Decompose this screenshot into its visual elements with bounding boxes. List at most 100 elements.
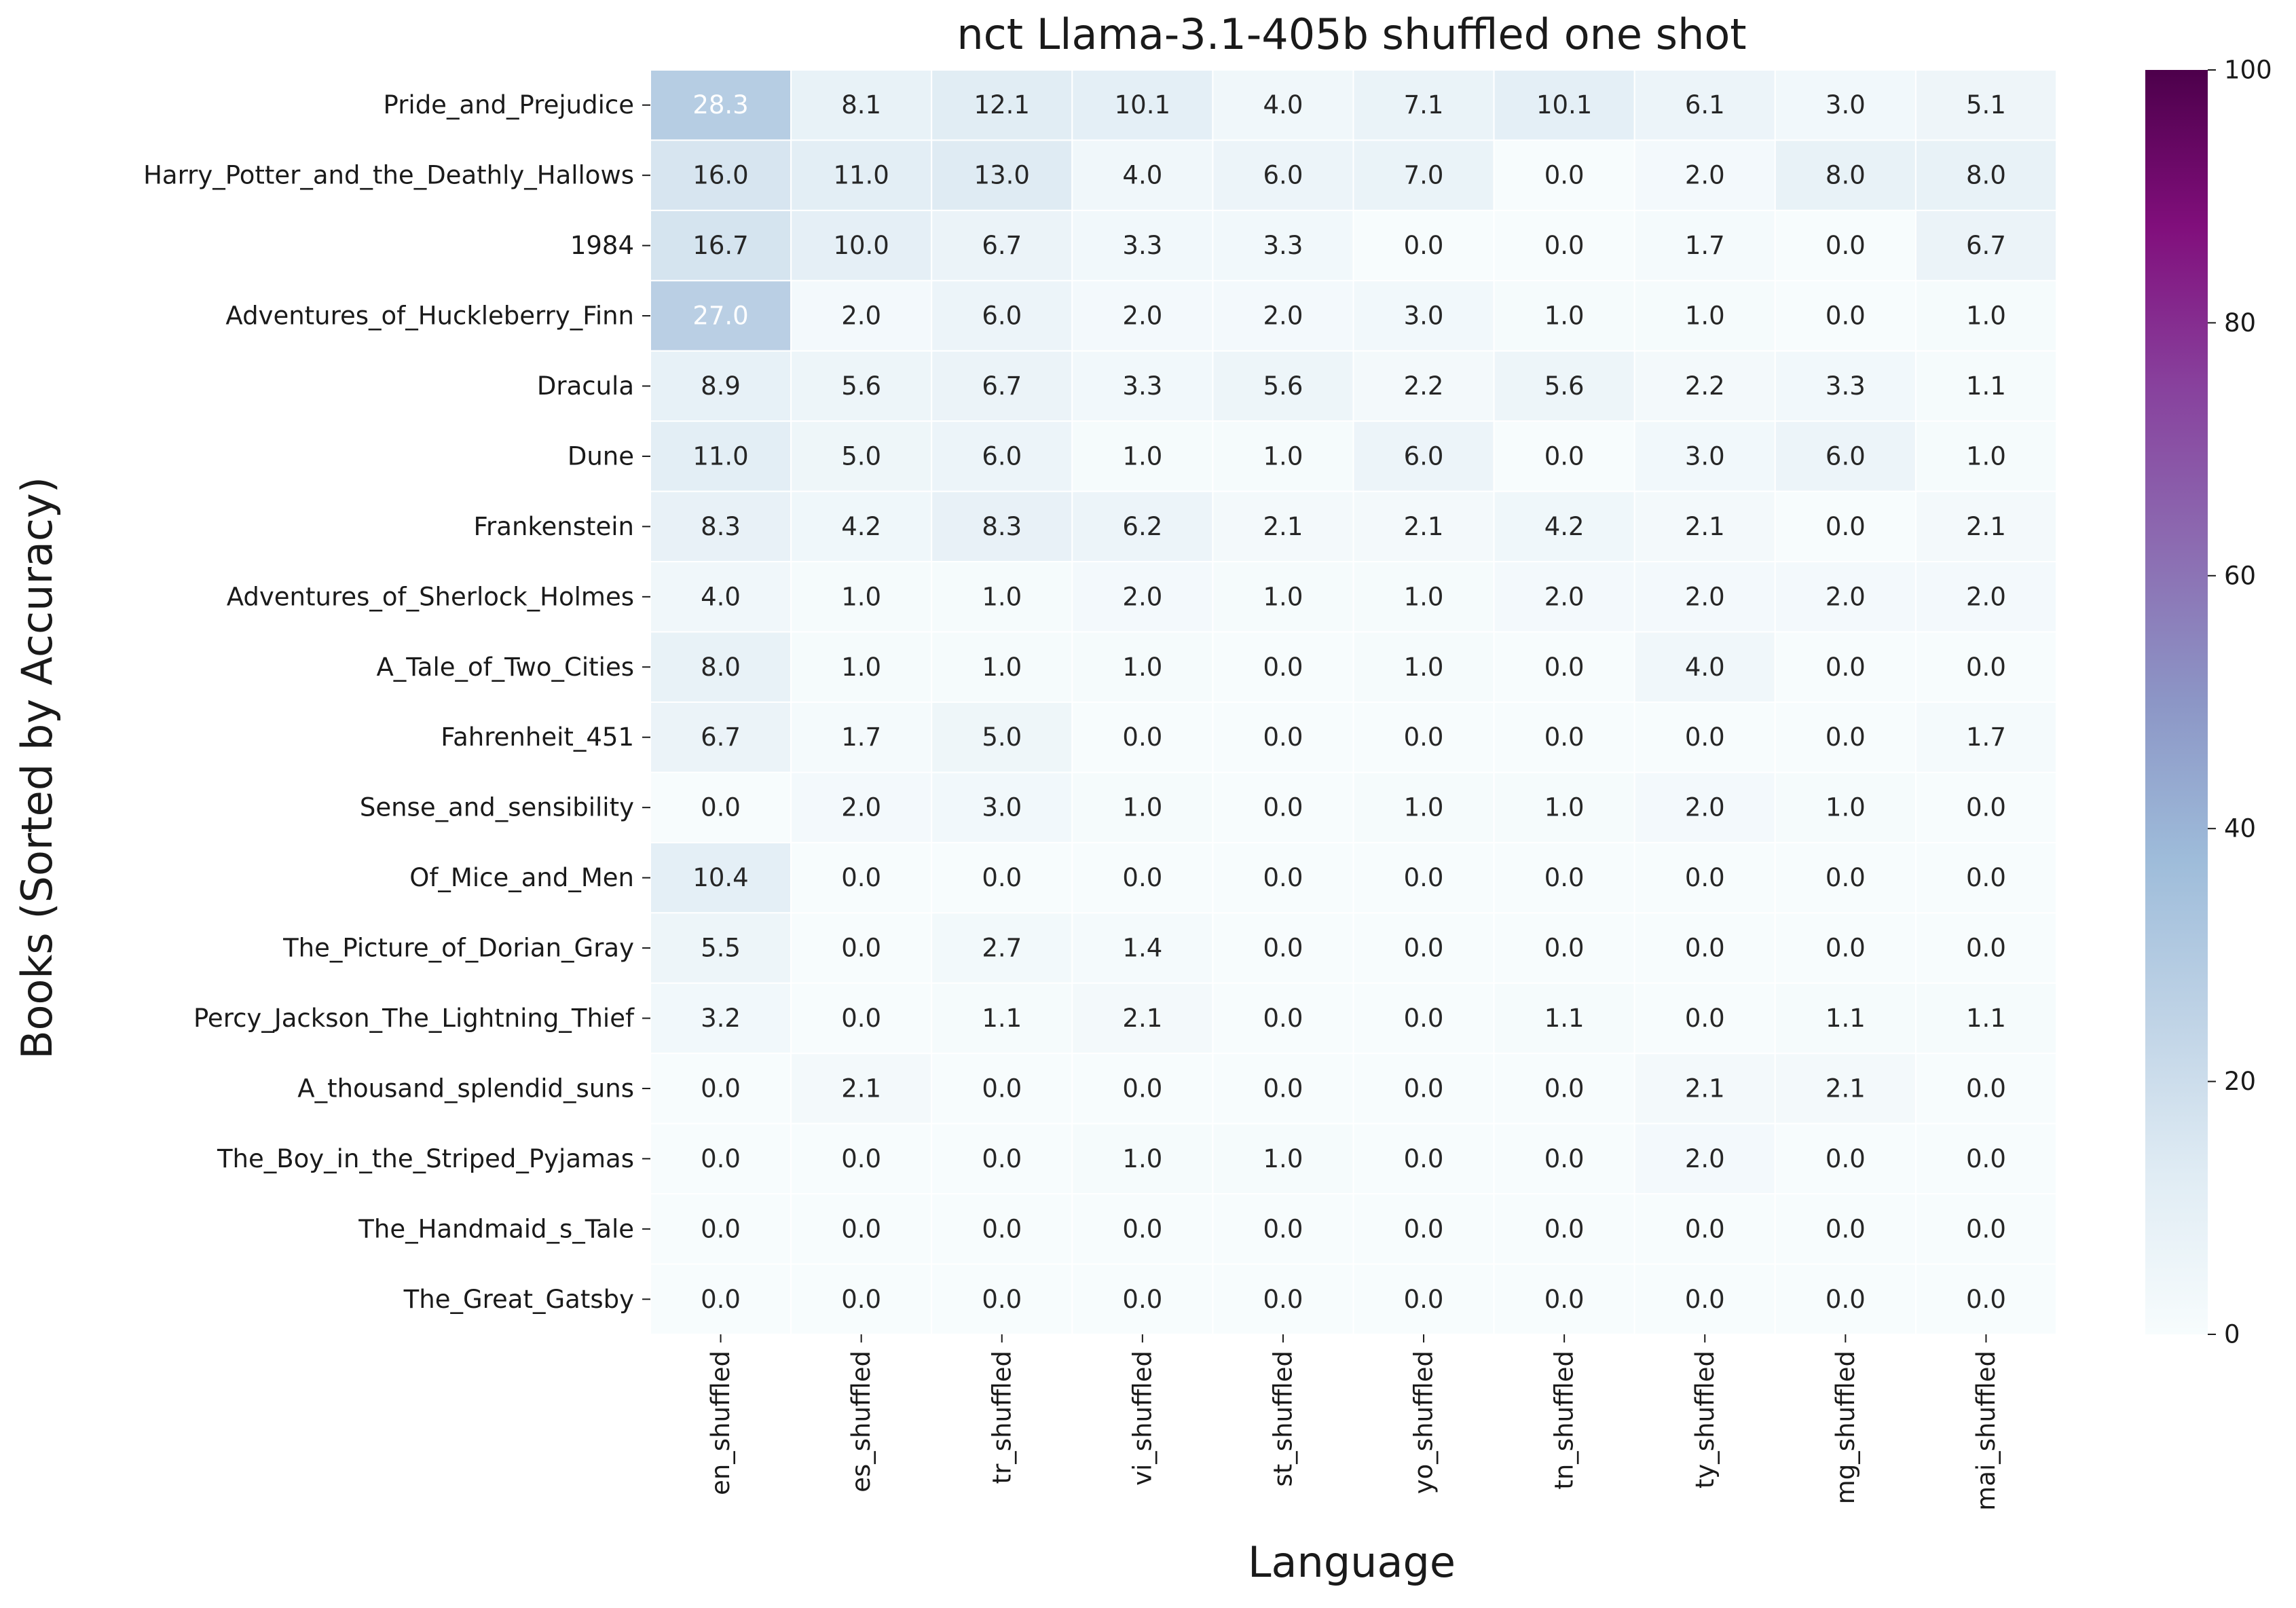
heatmap-cell (790, 771, 933, 843)
cell-value-label: 1.4 (1122, 934, 1162, 963)
heatmap-cell (1633, 69, 1776, 141)
heatmap-cell (1633, 490, 1776, 563)
cell-value-label: 0.0 (1263, 863, 1303, 892)
cell-value-label: 2.2 (1685, 371, 1725, 401)
cell-value-label: 1.7 (841, 723, 881, 752)
heatmap-cell (1774, 280, 1917, 352)
heatmap-cell (1071, 982, 1214, 1055)
cell-value-label: 1.0 (1966, 441, 2006, 471)
cell-value-label: 1.0 (1263, 582, 1303, 611)
heatmap-cell (1633, 139, 1776, 211)
heatmap-cell (1212, 420, 1354, 492)
x-axis-label: Language (1248, 1537, 1456, 1587)
cell-value-label: 0.0 (1544, 161, 1585, 190)
cell-value-label: 0.0 (1122, 1285, 1162, 1314)
cell-value-label: 2.0 (1685, 793, 1725, 822)
heatmap-cell (931, 1053, 1073, 1125)
cell-value-label: 12.1 (974, 90, 1030, 120)
heatmap-cell (1212, 280, 1354, 352)
heatmap-cell (1633, 771, 1776, 843)
cell-value-label: 3.0 (1826, 90, 1866, 120)
y-axis-tick-labels: Pride_and_Prejudice Harry_Potter_and_the_… (143, 90, 650, 1314)
cell-value-label: 0.0 (1685, 1004, 1725, 1033)
heatmap-cell (1212, 771, 1354, 843)
cell-value-label: 1.0 (1404, 582, 1444, 611)
heatmap-cell (1633, 982, 1776, 1055)
cell-value-label: 6.2 (1122, 512, 1162, 541)
heatmap-cell (1212, 631, 1354, 703)
cell-value-label: 27.0 (692, 302, 748, 331)
x-tick-label: yo_shuffled (1409, 1351, 1439, 1494)
cell-value-label: 8.0 (1966, 161, 2006, 190)
heatmap-cell (1633, 209, 1776, 282)
heatmap-cell (1352, 139, 1495, 211)
cell-value-label: 0.0 (1544, 934, 1585, 963)
cell-value-label: 1.1 (982, 1004, 1022, 1033)
x-tick-label: ty_shuffled (1690, 1351, 1720, 1488)
heatmap-cell (790, 912, 933, 984)
heatmap-cell (1914, 1053, 2057, 1125)
cell-value-label: 0.0 (1685, 1214, 1725, 1243)
cell-value-label: 1.1 (1966, 371, 2006, 401)
cell-value-label: 1.0 (1404, 653, 1444, 682)
y-tick-label: Fahrenheit_451 (441, 723, 634, 752)
cell-value-label: 6.0 (1826, 441, 1866, 471)
cell-value-label: 1.0 (1966, 302, 2006, 331)
cell-value-label: 3.0 (1404, 302, 1444, 331)
heatmap-cell (931, 631, 1073, 703)
cell-value-label: 0.0 (1826, 1144, 1866, 1173)
heatmap-cell (1774, 350, 1917, 422)
cell-value-label: 0.0 (1404, 1074, 1444, 1103)
cell-value-label: 2.0 (1826, 582, 1866, 611)
cell-value-label: 0.0 (1966, 653, 2006, 682)
cell-value-label: 0.0 (1263, 793, 1303, 822)
cell-value-label: 2.7 (982, 934, 1022, 963)
cell-value-label: 3.0 (982, 793, 1022, 822)
cell-value-label: 1.1 (1826, 1004, 1866, 1033)
heatmap-cell (1352, 280, 1495, 352)
colorbar-tick-label: 40 (2224, 814, 2256, 843)
y-tick-label: 1984 (570, 231, 634, 260)
heatmap-cell (1071, 631, 1214, 703)
cell-value-label: 0.0 (1544, 231, 1585, 260)
cell-value-label: 10.0 (833, 231, 889, 260)
cell-value-label: 8.0 (1826, 161, 1866, 190)
heatmap-cell (1493, 209, 1635, 282)
cell-value-label: 4.2 (841, 512, 881, 541)
y-tick-label: The_Great_Gatsby (403, 1285, 634, 1314)
heatmap-cell (1774, 982, 1917, 1055)
cell-value-label: 2.0 (1685, 1144, 1725, 1173)
heatmap-cell (1493, 1193, 1635, 1265)
cell-value-label: 1.1 (1966, 1004, 2006, 1033)
heatmap-cell (790, 350, 933, 422)
heatmap-cell (931, 420, 1073, 492)
colorbar-ticks: 0 20 40 60 80 100 (2208, 56, 2272, 1349)
cell-value-label: 6.0 (1404, 441, 1444, 471)
y-tick-label: Dune (568, 441, 634, 471)
chart-title: nct Llama-3.1-405b shuffled one shot (957, 10, 1746, 59)
heatmap-cell (650, 1193, 792, 1265)
colorbar-tick-label: 60 (2224, 561, 2256, 590)
heatmap-cell (1352, 701, 1495, 773)
cell-value-label: 1.0 (982, 653, 1022, 682)
cell-value-label: 0.0 (1122, 863, 1162, 892)
cell-value-label: 0.0 (1404, 231, 1444, 260)
cell-value-label: 0.0 (1263, 1074, 1303, 1103)
heatmap-cells (650, 69, 2057, 1335)
heatmap-cell (1774, 841, 1917, 914)
heatmap-cell (1774, 139, 1917, 211)
cell-value-label: 4.2 (1544, 512, 1585, 541)
cell-value-label: 13.0 (974, 161, 1030, 190)
cell-value-label: 0.0 (1404, 723, 1444, 752)
heatmap-cell (1212, 561, 1354, 633)
heatmap-cell (1071, 561, 1214, 633)
heatmap-cell (1493, 1053, 1635, 1125)
cell-value-label: 0.0 (841, 1214, 881, 1243)
cell-value-label: 6.7 (701, 723, 741, 752)
heatmap-cell (1493, 701, 1635, 773)
heatmap-cell (1071, 490, 1214, 563)
colorbar (2145, 70, 2208, 1334)
cell-value-label: 6.7 (1966, 231, 2006, 260)
cell-value-label: 0.0 (1544, 441, 1585, 471)
heatmap-cell (1633, 841, 1776, 914)
